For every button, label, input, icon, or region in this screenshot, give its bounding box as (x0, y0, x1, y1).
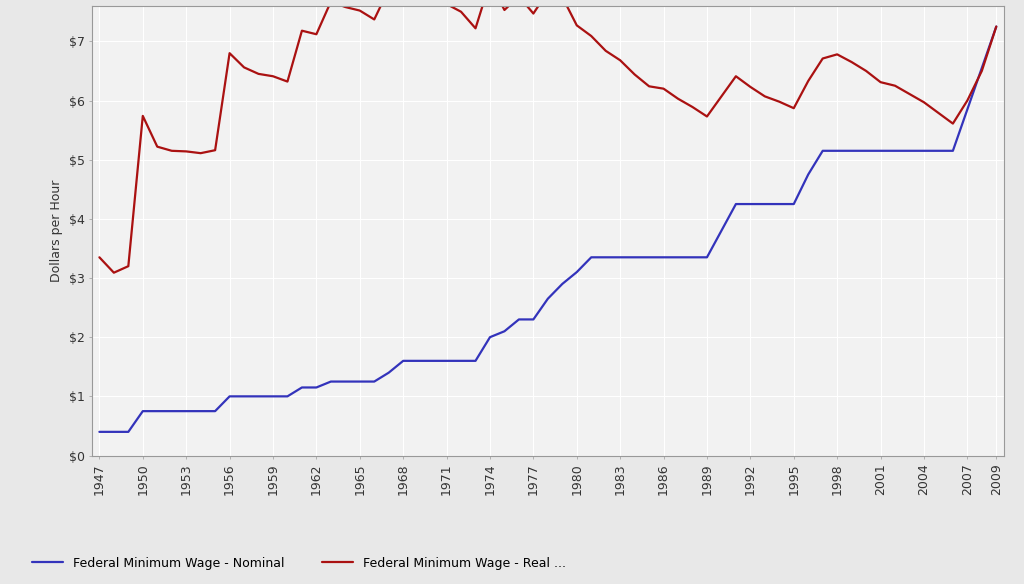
Line: Federal Minimum Wage - Real ...: Federal Minimum Wage - Real ... (99, 0, 996, 273)
Line: Federal Minimum Wage - Nominal: Federal Minimum Wage - Nominal (99, 26, 996, 432)
Federal Minimum Wage - Real ... (990, 23, 1002, 30)
Federal Minimum Wage - Real ... (108, 269, 120, 276)
Federal Minimum Wage - Nominal (716, 227, 728, 234)
Federal Minimum Wage - Nominal (368, 378, 380, 385)
Federal Minimum Wage - Real ... (570, 22, 583, 29)
Legend: Federal Minimum Wage - Nominal, Federal Minimum Wage - Real ...: Federal Minimum Wage - Nominal, Federal … (27, 552, 571, 575)
Federal Minimum Wage - Real ... (976, 67, 988, 74)
Federal Minimum Wage - Nominal (976, 64, 988, 71)
Federal Minimum Wage - Real ... (744, 84, 757, 91)
Federal Minimum Wage - Real ... (353, 7, 366, 14)
Federal Minimum Wage - Nominal (93, 428, 105, 435)
Federal Minimum Wage - Nominal (990, 23, 1002, 30)
Y-axis label: Dollars per Hour: Dollars per Hour (50, 179, 62, 282)
Federal Minimum Wage - Real ... (93, 254, 105, 261)
Federal Minimum Wage - Nominal (542, 296, 554, 303)
Federal Minimum Wage - Nominal (513, 316, 525, 323)
Federal Minimum Wage - Nominal (339, 378, 351, 385)
